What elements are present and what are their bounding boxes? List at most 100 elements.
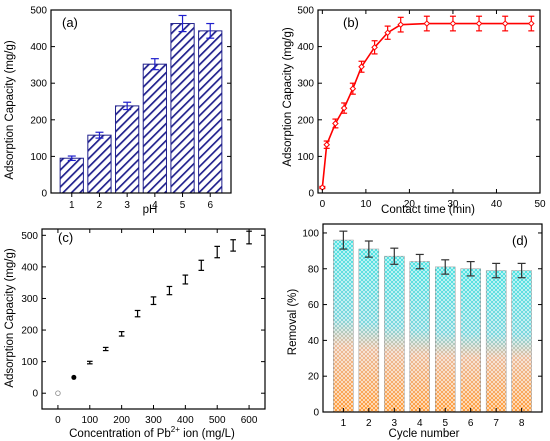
panel-b-y-tick-label: 100 <box>297 152 314 163</box>
panel-b-data-point <box>371 44 378 51</box>
panel-d-plot-frame <box>322 223 543 413</box>
panel-d-x-tick-label: 7 <box>493 418 499 429</box>
panel-a-y-tick-label: 500 <box>30 6 47 17</box>
panel-b-data-point <box>449 20 457 27</box>
panel-a-x-tick-label: 5 <box>180 200 186 211</box>
panel-b-data-point <box>397 21 405 28</box>
panel-c-plot-frame <box>41 228 266 410</box>
panel-d-x-tick-label: 3 <box>392 418 398 429</box>
panel-c-y-tick-label: 300 <box>21 294 38 305</box>
panel-a-x-tick-label: 3 <box>124 200 130 211</box>
panel-d-bar-texture <box>384 256 405 412</box>
panel-d-bar-texture <box>460 268 481 412</box>
panel-b-data-point <box>384 29 391 36</box>
panel-c-y-tick-label: 0 <box>32 389 38 400</box>
panel-a-y-tick-label: 100 <box>30 152 47 163</box>
panel-d-y-tick-label: 100 <box>302 228 319 239</box>
panel-c-data-point-hollow <box>55 390 61 396</box>
panel-c-x-tick-label: 400 <box>177 415 194 426</box>
panel-c-x-tick-label: 500 <box>209 415 226 426</box>
panel-b-plot-frame <box>317 9 541 194</box>
panel-d-x-tick-label: 1 <box>341 418 347 429</box>
panel-b-y-tick-label: 0 <box>308 189 314 200</box>
panel-a-plot-frame <box>50 9 232 194</box>
panel-b-x-tick-label: 40 <box>491 199 503 210</box>
panel-a-y-axis-title: Adsorption Capacity (mg/g) <box>4 40 16 180</box>
panel-d-y-tick-label: 80 <box>308 264 320 275</box>
panel-d-x-axis-title: Cycle number <box>389 428 460 440</box>
panel-a-bar <box>87 134 112 194</box>
panel-c-label: (c) <box>58 230 73 245</box>
panel-d-y-tick-label: 40 <box>308 336 320 347</box>
panel-a-x-axis-title: pH <box>143 204 158 216</box>
panel-a-y-tick-label: 0 <box>41 189 47 200</box>
panel-b-data-point <box>349 85 357 92</box>
panel-d-bar-texture <box>333 240 354 412</box>
panel-b-data-point <box>319 184 326 191</box>
panel-b-data-point <box>501 20 509 27</box>
panel-d-x-tick-label: 8 <box>519 418 525 429</box>
panel-c-y-tick-label: 400 <box>21 262 38 273</box>
panel-d-bar-texture <box>358 249 379 412</box>
panel-c-x-tick-label: 0 <box>55 415 61 426</box>
panel-a-bar <box>115 105 140 194</box>
panel-c-y-tick-label: 100 <box>21 357 38 368</box>
panel-d-bar-texture <box>409 261 430 412</box>
panel-a-x-tick-label: 4 <box>152 200 158 211</box>
panel-b-data-point <box>423 20 431 27</box>
panel-c-data-point <box>71 374 77 380</box>
panel-d-x-tick-label: 4 <box>417 418 423 429</box>
panel-c-x-axis-title-main: Concentration of Pb <box>69 428 171 440</box>
panel-a-x-tick-label: 6 <box>207 200 213 211</box>
panel-a-y-tick-label: 300 <box>30 79 47 90</box>
panel-d-bar-texture <box>511 270 532 412</box>
panel-d-x-tick-label: 2 <box>366 418 372 429</box>
panel-c-x-axis-title-tail: ion (mg/L) <box>180 428 235 440</box>
panel-b-y-tick-label: 500 <box>297 6 314 17</box>
panel-b-y-tick-label: 400 <box>297 42 314 53</box>
panel-d-x-tick-label: 5 <box>442 418 448 429</box>
panel-b-x-tick-label: 50 <box>534 199 546 210</box>
panel-d-chart: (d) Removal (%) Cycle number 1 2 3 4 5 6 7 8020… <box>287 223 543 440</box>
panel-a-y-tick-label: 200 <box>30 115 47 126</box>
panel-c-x-axis-title-superscript: 2+ <box>171 425 180 434</box>
panel-b-label: (b) <box>343 15 359 30</box>
panel-b-x-tick-label: 20 <box>404 199 416 210</box>
panel-b-data-point <box>475 20 483 27</box>
panel-d-label: (d) <box>512 233 528 248</box>
panel-b-data-point <box>358 63 365 71</box>
panel-b-data-point <box>340 104 348 112</box>
panel-a-bar <box>198 30 223 194</box>
panel-b-x-tick-label: 10 <box>360 199 372 210</box>
panel-d-x-tick-label: 6 <box>468 418 474 429</box>
panel-a-y-tick-label: 400 <box>30 42 47 53</box>
panel-c-x-tick-label: 200 <box>113 415 130 426</box>
panel-c-x-tick-label: 100 <box>81 415 98 426</box>
panel-d-y-tick-label: 60 <box>308 300 320 311</box>
panel-a-label: (a) <box>62 15 78 30</box>
panel-d-y-axis-title: Removal (%) <box>287 289 299 356</box>
panel-a-chart: (a) Adsorption Capacity (mg/g) pH 1 2 3 4 5 6… <box>4 6 232 216</box>
panel-c-x-axis-title: Concentration of Pb2+ ion (mg/L) <box>69 425 235 440</box>
panel-c-y-axis-title: Adsorption Capacity (mg/g) <box>4 248 16 388</box>
panel-b-x-axis-title: Contact time (min) <box>381 204 475 216</box>
panel-b-x-tick-label: 30 <box>447 199 459 210</box>
panel-b-series-line <box>321 22 532 188</box>
panel-c-chart: (c) Adsorption Capacity (mg/g) Concentra… <box>4 228 266 440</box>
panel-a-bar <box>142 63 167 194</box>
panel-c-x-tick-label: 300 <box>145 415 162 426</box>
panel-d-bar-texture <box>486 270 507 412</box>
panel-b-y-axis-title: Adsorption Capacity (mg/g) <box>282 27 294 167</box>
panel-d-bar-texture <box>435 266 456 412</box>
panel-b-chart: (b) Adsorption Capacity (mg/g) Contact t… <box>282 6 546 217</box>
panel-b-y-tick-label: 200 <box>297 115 314 126</box>
panel-b-y-tick-label: 300 <box>297 79 314 90</box>
panel-a-x-tick-label: 1 <box>69 200 75 211</box>
panel-b-x-tick-label: 0 <box>320 199 326 210</box>
panel-b-data-point <box>323 141 331 148</box>
panel-b-data-point <box>332 120 339 127</box>
panel-a-bar <box>170 23 195 194</box>
panel-c-y-tick-label: 200 <box>21 326 38 337</box>
panel-c-y-tick-label: 500 <box>21 231 38 242</box>
